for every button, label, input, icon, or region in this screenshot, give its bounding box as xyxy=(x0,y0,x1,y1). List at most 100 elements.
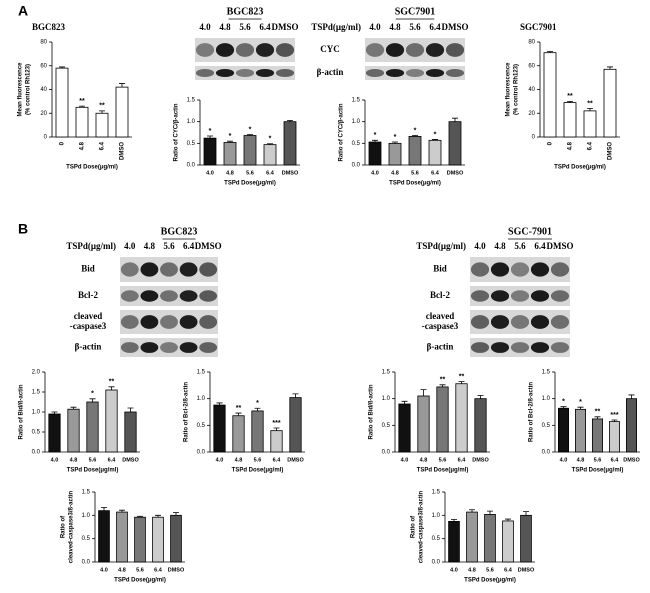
y-tick-label: 1.5 xyxy=(542,370,551,376)
bar xyxy=(55,67,69,138)
y-tick-label: 20 xyxy=(528,111,535,117)
y-axis-label: Ratio of Bid/ß-actin xyxy=(369,384,375,439)
error-bar xyxy=(577,406,584,410)
error-bar xyxy=(469,509,475,513)
dose-label: 5.6 xyxy=(163,241,175,251)
bar xyxy=(95,112,109,138)
y-tick-label: 0 xyxy=(532,135,536,141)
y-tick-label: 0.0 xyxy=(382,450,391,456)
bar xyxy=(152,516,164,563)
blot-background xyxy=(120,338,218,357)
error-bar xyxy=(247,134,253,136)
blot-band xyxy=(140,315,159,329)
x-tick-label: 0 xyxy=(548,141,554,145)
bar xyxy=(484,514,496,563)
significance-label: * xyxy=(249,127,252,134)
error-bar xyxy=(99,110,105,114)
row-label: β-actin xyxy=(427,342,454,352)
bar xyxy=(170,514,182,563)
dose-axis-label: TSPd(μg/ml) xyxy=(66,241,116,251)
bar xyxy=(270,430,283,453)
bar xyxy=(134,516,146,563)
blot-band xyxy=(445,69,465,77)
blot-band xyxy=(140,342,159,353)
y-tick-label: 1.5 xyxy=(32,390,41,396)
bar xyxy=(388,142,402,166)
x-tick-label: 4.8 xyxy=(468,567,476,573)
error-bar xyxy=(439,384,446,387)
y-tick-label: 80 xyxy=(528,40,535,46)
blot-band xyxy=(195,43,215,57)
y-tick-label: 1.5 xyxy=(187,98,196,104)
bar xyxy=(48,413,61,453)
blot-band xyxy=(160,262,178,277)
blot-band xyxy=(140,290,159,302)
blot-band xyxy=(365,69,385,77)
blot-band xyxy=(530,342,550,353)
blot-band xyxy=(195,69,215,77)
x-tick-label: 4.0 xyxy=(51,457,59,463)
x-tick-label: 6.4 xyxy=(154,567,163,573)
error-bar xyxy=(611,419,618,422)
blot-band xyxy=(490,262,510,277)
y-tick-label: 0.0 xyxy=(352,163,361,169)
blot-band xyxy=(120,342,139,353)
dose-label: 6.4 xyxy=(259,22,271,32)
blot-band xyxy=(550,342,570,353)
x-tick-label: 4.8 xyxy=(70,457,78,463)
error-bar xyxy=(452,117,458,122)
y-tick-label: 20 xyxy=(40,111,47,117)
error-bar xyxy=(451,519,457,522)
x-tick-label: 4.8 xyxy=(235,457,243,463)
x-tick-label: DMSO xyxy=(120,142,126,160)
blot-band xyxy=(199,342,218,353)
x-tick-label: 5.6 xyxy=(411,170,419,176)
error-bar xyxy=(392,141,398,144)
error-bar xyxy=(127,407,134,412)
x-tick-label: DMSO xyxy=(623,457,640,463)
bar xyxy=(603,68,617,138)
y-axis-label: (% control Rh123) xyxy=(514,64,520,115)
x-tick-label: DMSO xyxy=(472,457,489,463)
x-tick-label: 4.8 xyxy=(226,170,234,176)
y-axis-label: Mean fluorescence xyxy=(506,62,512,117)
significance-label: ** xyxy=(587,100,593,107)
blot-band xyxy=(490,342,510,353)
error-bar xyxy=(372,139,378,143)
blot-band xyxy=(215,69,235,77)
dose-label: 5.6 xyxy=(514,241,526,251)
blot-band xyxy=(550,290,570,302)
blot-band xyxy=(275,69,295,77)
error-bar xyxy=(523,511,529,516)
y-axis-label: Ratio of CYC/β-actin xyxy=(339,103,345,161)
dose-axis-label: TSPd(μg/ml) xyxy=(311,22,361,32)
bar xyxy=(626,398,638,453)
y-tick-label: 1.5 xyxy=(82,490,91,496)
dose-axis-label: TSPd(μg/ml) xyxy=(416,241,466,251)
x-tick-label: 6.4 xyxy=(273,457,282,463)
significance-label: * xyxy=(209,128,212,135)
bar xyxy=(520,514,532,563)
y-axis-label: Mean fluorescence xyxy=(18,62,24,117)
row-label: cleaved xyxy=(74,311,103,321)
x-tick-label: 4.0 xyxy=(560,457,568,463)
x-tick-label: 6.4 xyxy=(458,457,467,463)
x-tick-label: 6.4 xyxy=(504,567,513,573)
error-bar xyxy=(560,406,567,409)
error-bar xyxy=(108,386,115,390)
blot-band xyxy=(199,315,218,329)
error-bar xyxy=(628,394,635,399)
significance-label: * xyxy=(414,127,417,134)
bar xyxy=(115,86,129,138)
blot-band xyxy=(470,262,490,277)
x-tick-label: 5.6 xyxy=(246,170,254,176)
y-axis-label: Ratio of xyxy=(411,515,417,538)
x-tick-label: 4.8 xyxy=(118,567,126,573)
significance-label: ** xyxy=(236,405,242,412)
bar xyxy=(408,135,422,166)
bar xyxy=(124,411,137,453)
y-axis-label: Ratio of Bcl-2/ß-actin xyxy=(529,382,535,442)
blot-band xyxy=(255,43,275,57)
bar xyxy=(592,418,604,453)
error-bar xyxy=(119,83,125,88)
